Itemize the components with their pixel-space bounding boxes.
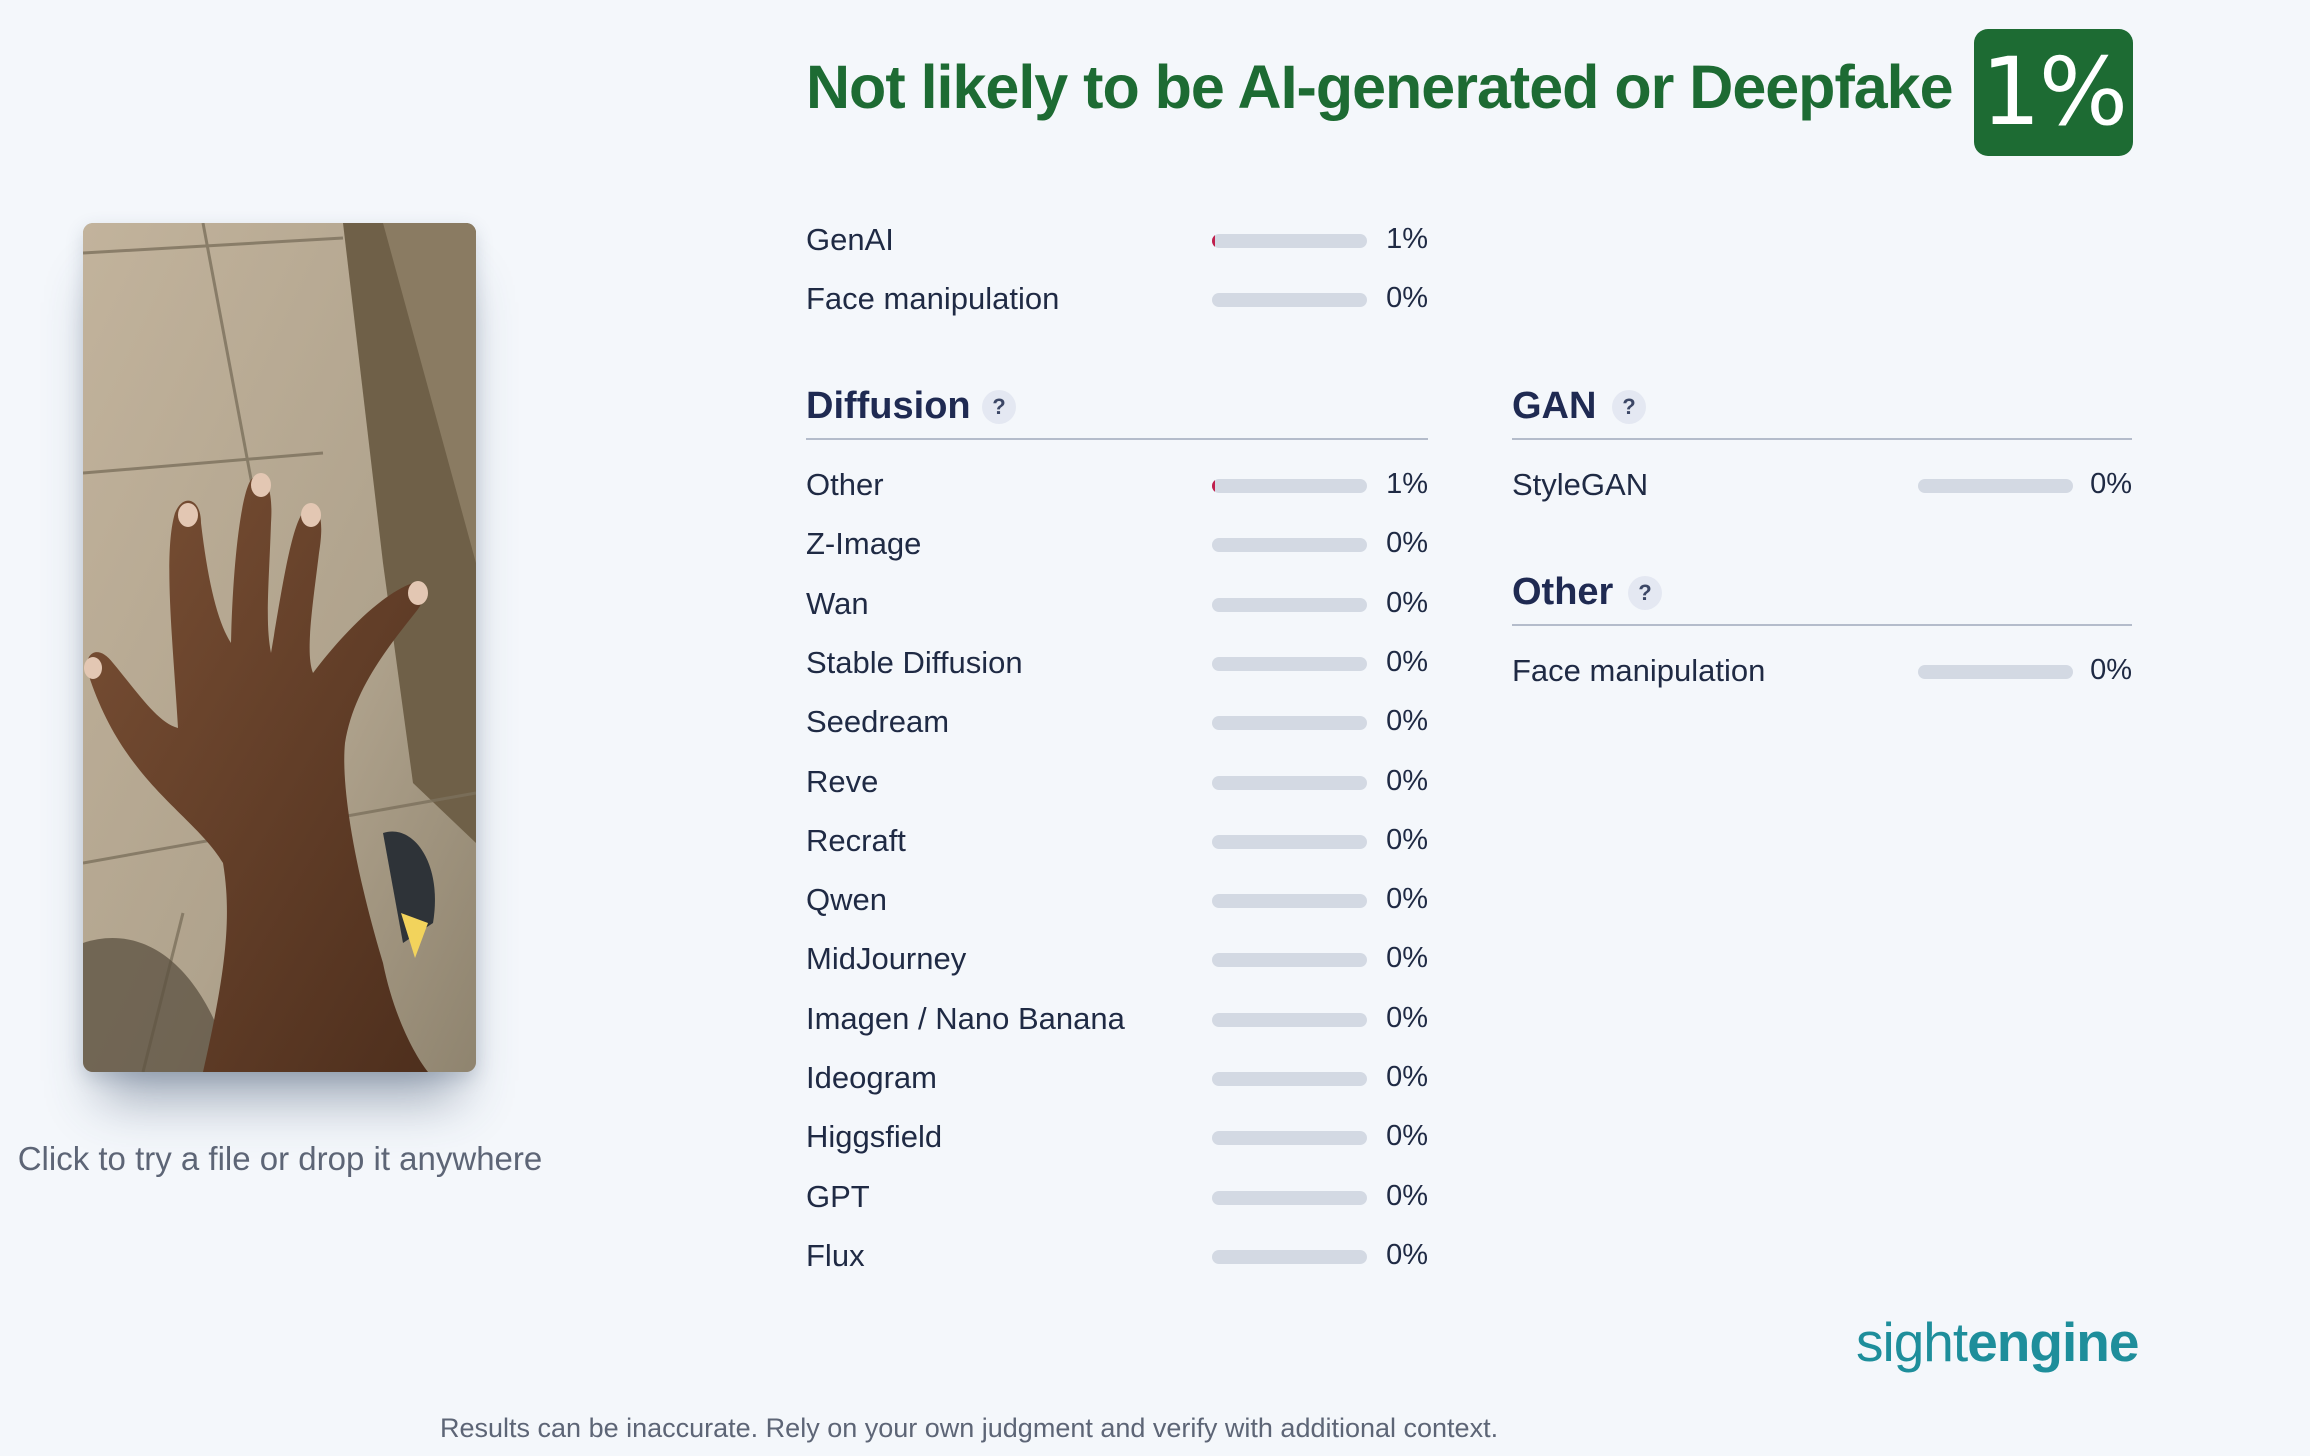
score-bar: [1212, 293, 1367, 307]
row-percent: 0%: [1386, 527, 1428, 559]
other-title: Other: [1512, 571, 1614, 613]
diffusion-title: Diffusion: [806, 385, 971, 427]
score-bar: [1212, 894, 1367, 908]
row-percent: 0%: [1386, 824, 1428, 856]
other-help-icon[interactable]: ?: [1628, 576, 1662, 610]
row-label: Recraft: [806, 823, 906, 858]
row-label: Other: [806, 467, 884, 502]
row-percent: 0%: [1386, 1002, 1428, 1034]
other-row-face-manipulation: Face manipulation 0%: [1512, 641, 2132, 700]
row-percent: 0%: [2090, 654, 2132, 686]
row-percent: 0%: [1386, 1180, 1428, 1212]
score-bar: [1212, 657, 1367, 671]
score-bar-fill: [1212, 479, 1216, 493]
score-bar: [1212, 538, 1367, 552]
diffusion-row-stable-diffusion: Stable Diffusion 0%: [806, 633, 1428, 692]
diffusion-row-ideogram: Ideogram 0%: [806, 1048, 1428, 1107]
brand-light: sight: [1856, 1311, 1968, 1373]
row-label: Stable Diffusion: [806, 645, 1023, 680]
row-label: Face manipulation: [1512, 653, 1766, 688]
diffusion-row-z-image: Z-Image 0%: [806, 514, 1428, 573]
row-label: GenAI: [806, 222, 894, 257]
score-bar-fill: [1212, 234, 1216, 248]
gan-title: GAN: [1512, 385, 1597, 427]
row-percent: 1%: [1386, 468, 1428, 500]
diffusion-row-qwen: Qwen 0%: [806, 870, 1428, 929]
score-bar: [1918, 479, 2073, 493]
score-bar: [1212, 1072, 1367, 1086]
brand-bold: engine: [1967, 1311, 2139, 1373]
overall-score-badge: 1%: [1974, 29, 2133, 156]
score-bar: [1918, 665, 2073, 679]
gan-help-icon[interactable]: ?: [1612, 390, 1646, 424]
row-percent: 0%: [1386, 883, 1428, 915]
row-percent: 0%: [1386, 587, 1428, 619]
disclaimer-text: Results can be inaccurate. Rely on your …: [440, 1413, 1499, 1443]
score-bar: [1212, 835, 1367, 849]
score-bar: [1212, 1250, 1367, 1264]
row-label: Flux: [806, 1238, 865, 1273]
score-bar: [1212, 1131, 1367, 1145]
summary-row-genai: GenAI 1%: [806, 210, 1428, 269]
diffusion-row-recraft: Recraft 0%: [806, 811, 1428, 870]
row-label: Seedream: [806, 704, 950, 739]
row-label: Qwen: [806, 882, 887, 917]
diffusion-help-icon[interactable]: ?: [982, 390, 1016, 424]
score-bar: [1212, 776, 1367, 790]
row-label: Wan: [806, 586, 869, 621]
row-label: Reve: [806, 764, 879, 799]
row-percent: 1%: [1386, 223, 1428, 255]
score-bar: [1212, 953, 1367, 967]
row-label: StyleGAN: [1512, 467, 1649, 502]
diffusion-section-header: Diffusion ?: [806, 374, 1428, 440]
diffusion-row-imagen-nano-banana: Imagen / Nano Banana 0%: [806, 989, 1428, 1048]
diffusion-row-seedream: Seedream 0%: [806, 692, 1428, 751]
diffusion-row-other: Other 1%: [806, 455, 1428, 514]
score-bar: [1212, 716, 1367, 730]
row-percent: 0%: [1386, 705, 1428, 737]
diffusion-row-wan: Wan 0%: [806, 574, 1428, 633]
score-bar: [1212, 234, 1367, 248]
row-percent: 0%: [1386, 765, 1428, 797]
uploaded-image-preview[interactable]: [83, 223, 476, 1072]
row-label: Face manipulation: [806, 281, 1060, 316]
diffusion-row-flux: Flux 0%: [806, 1226, 1428, 1285]
other-section-header: Other ?: [1512, 560, 2132, 626]
verdict-headline: Not likely to be AI-generated or Deepfak…: [806, 53, 1954, 121]
row-percent: 0%: [1386, 282, 1428, 314]
row-percent: 0%: [1386, 1120, 1428, 1152]
hand-photo: [83, 223, 476, 1072]
row-percent: 0%: [1386, 1239, 1428, 1271]
diffusion-row-reve: Reve 0%: [806, 752, 1428, 811]
score-bar: [1212, 1191, 1367, 1205]
diffusion-row-midjourney: MidJourney 0%: [806, 929, 1428, 988]
row-percent: 0%: [1386, 942, 1428, 974]
row-label: Higgsfield: [806, 1119, 943, 1154]
row-label: MidJourney: [806, 941, 967, 976]
row-label: GPT: [806, 1179, 870, 1214]
gan-section-header: GAN ?: [1512, 374, 2132, 440]
row-label: Z-Image: [806, 526, 922, 561]
diffusion-row-gpt: GPT 0%: [806, 1167, 1428, 1226]
gan-row-stylegan: StyleGAN 0%: [1512, 455, 2132, 514]
row-label: Ideogram: [806, 1060, 937, 1095]
summary-row-face-manipulation: Face manipulation 0%: [806, 269, 1428, 328]
sightengine-logo[interactable]: sightengine: [1856, 1310, 2139, 1374]
score-bar: [1212, 479, 1367, 493]
score-bar: [1212, 1013, 1367, 1027]
upload-hint[interactable]: Click to try a file or drop it anywhere: [17, 1140, 543, 1177]
row-label: Imagen / Nano Banana: [806, 1001, 1125, 1036]
score-bar: [1212, 598, 1367, 612]
diffusion-row-higgsfield: Higgsfield 0%: [806, 1107, 1428, 1166]
row-percent: 0%: [1386, 646, 1428, 678]
row-percent: 0%: [1386, 1061, 1428, 1093]
row-percent: 0%: [2090, 468, 2132, 500]
